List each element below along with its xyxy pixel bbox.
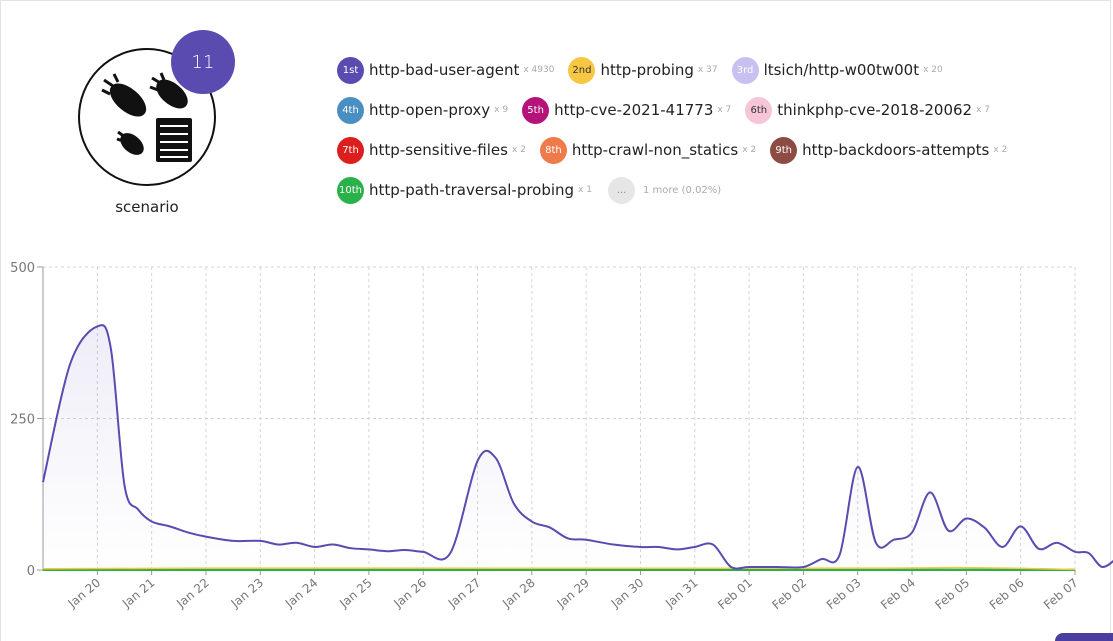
legend-name: http-sensitive-files: [369, 141, 508, 159]
rank-badge: 4th: [337, 96, 364, 124]
legend-item[interactable]: 9th http-backdoors-attempts x 2: [770, 136, 1008, 164]
legend-count: x 7: [717, 105, 732, 115]
legend-count: x 37: [697, 65, 718, 75]
legend-item[interactable]: 2nd http-probing x 37: [568, 56, 718, 84]
rank-badge: 3rd: [731, 56, 759, 84]
rank-badge: 7th: [337, 136, 364, 164]
x-tick-label: Jan 30: [608, 576, 647, 612]
legend-count: x 9: [494, 105, 509, 115]
legend-item[interactable]: 3rd ltsich/http-w00tw00t x 20: [731, 56, 943, 84]
x-tick-label: Jan 27: [445, 576, 484, 612]
timeseries-chart: 500 250 0 Jan 20 Jan 21 Jan 22 Jan 23 Jan 24 Jan…: [10, 261, 1113, 613]
rank-badge: 10th: [337, 176, 364, 204]
rank-badge: 8th: [539, 136, 567, 164]
legend-name: http-bad-user-agent: [369, 61, 520, 79]
legend-row: 7th http-sensitive-files x 2 8th http-cr…: [337, 130, 1077, 170]
rank-badge: 9th: [770, 136, 798, 164]
x-tick-label: Jan 28: [499, 576, 538, 612]
legend-row: 1st http-bad-user-agent x 4930 2nd http-…: [337, 50, 1077, 90]
series-area: [43, 325, 1113, 570]
x-tick-label: Jan 20: [65, 576, 104, 612]
legend-item[interactable]: 8th http-crawl-non_statics x 2: [539, 136, 757, 164]
legend-name: http-probing: [600, 61, 694, 79]
legend: 1st http-bad-user-agent x 4930 2nd http-…: [337, 50, 1077, 210]
rank-badge: 5th: [522, 96, 550, 124]
bombs-and-server-icon: [101, 72, 192, 162]
x-tick-label: Jan 21: [119, 576, 158, 612]
more-text: 1 more (0.02%): [643, 184, 722, 196]
legend-item[interactable]: 7th http-sensitive-files x 2: [337, 136, 526, 164]
legend-name: ltsich/http-w00tw00t: [763, 61, 920, 79]
x-tick-label: Jan 26: [391, 576, 430, 612]
legend-item[interactable]: 4th http-open-proxy x 9: [337, 96, 509, 124]
legend-name: thinkphp-cve-2018-20062: [777, 101, 973, 119]
legend-name: http-cve-2021-41773: [554, 101, 714, 119]
legend-count: x 2: [993, 145, 1008, 155]
legend-more[interactable]: ... 1 more (0.02%): [606, 176, 722, 204]
legend-item[interactable]: 6th thinkphp-cve-2018-20062 x 7: [745, 96, 990, 124]
legend-count: x 2: [742, 145, 757, 155]
x-tick-label: Feb 02: [769, 576, 809, 613]
legend-name: http-backdoors-attempts: [802, 141, 990, 159]
x-tick-label: Feb 05: [932, 576, 972, 613]
x-tick-label: Feb 03: [824, 576, 864, 613]
legend-name: http-crawl-non_statics: [571, 141, 739, 159]
x-tick-label: Feb 06: [987, 576, 1027, 613]
legend-name: http-open-proxy: [369, 101, 491, 119]
corner-button[interactable]: [1055, 633, 1113, 641]
x-tick-label: Feb 01: [715, 576, 755, 613]
x-tick-label: Jan 24: [282, 576, 321, 612]
x-tick-label: Jan 29: [554, 576, 593, 612]
legend-item[interactable]: 1st http-bad-user-agent x 4930: [337, 56, 555, 84]
series-line: [42, 324, 1113, 570]
legend-name: http-path-traversal-probing: [369, 181, 575, 199]
x-tick-label: Feb 04: [878, 576, 918, 613]
x-tick-label: Jan 23: [228, 576, 267, 612]
legend-count: x 2: [511, 145, 526, 155]
y-tick-label: 0: [27, 564, 35, 579]
series-layer: [42, 324, 1113, 571]
x-tick-label: Feb 07: [1041, 576, 1081, 613]
legend-row: 4th http-open-proxy x 9 5th http-cve-202…: [337, 90, 1077, 130]
legend-count: x 7: [976, 105, 990, 115]
legend-item[interactable]: 10th http-path-traversal-probing x 1: [337, 176, 592, 204]
more-dot: ...: [608, 176, 635, 204]
rank-badge: 2nd: [568, 56, 596, 84]
rank-badge: 6th: [745, 96, 773, 124]
legend-count: x 1: [578, 185, 592, 195]
scenario-count-badge: 11: [171, 30, 235, 94]
legend-count: x 4930: [523, 65, 555, 75]
legend-item[interactable]: 5th http-cve-2021-41773 x 7: [522, 96, 732, 124]
x-tick-label: Jan 22: [173, 576, 212, 612]
legend-row: 10th http-path-traversal-probing x 1 ...…: [337, 170, 1077, 210]
scenario-label: scenario: [115, 198, 179, 216]
legend-count: x 20: [923, 65, 943, 75]
rank-badge: 1st: [337, 56, 364, 84]
x-tick-label: Jan 31: [662, 576, 701, 612]
y-tick-label: 500: [10, 261, 35, 276]
y-tick-label: 250: [10, 413, 35, 428]
x-tick-label: Jan 25: [336, 576, 375, 612]
